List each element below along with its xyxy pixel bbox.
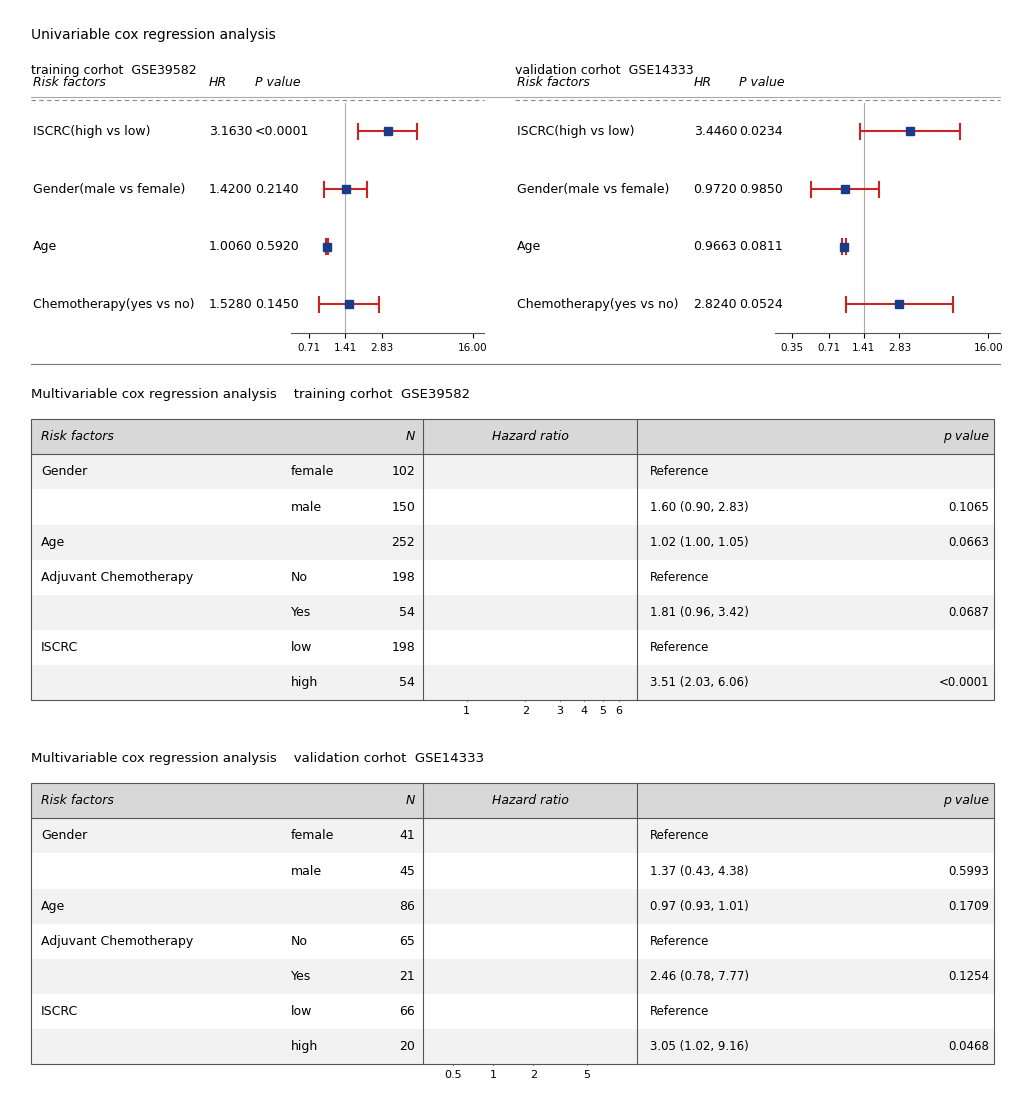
Text: Univariable cox regression analysis: Univariable cox regression analysis (31, 28, 275, 42)
Text: Chemotherapy(yes vs no): Chemotherapy(yes vs no) (517, 298, 678, 311)
Text: Reference: Reference (649, 829, 708, 843)
Text: ISCRC(high vs low): ISCRC(high vs low) (517, 125, 634, 138)
Text: 3.1630: 3.1630 (209, 125, 253, 138)
Text: 0.1065: 0.1065 (948, 501, 988, 514)
Text: 45: 45 (398, 865, 415, 878)
Text: 0.1709: 0.1709 (948, 900, 988, 912)
Text: Yes: Yes (290, 970, 311, 983)
Text: Yes: Yes (290, 606, 311, 619)
Text: Gender(male vs female): Gender(male vs female) (517, 182, 668, 195)
Text: <0.0001: <0.0001 (937, 676, 988, 689)
Text: 0.0663: 0.0663 (948, 536, 988, 548)
Text: 198: 198 (391, 641, 415, 654)
Text: 1.5280: 1.5280 (209, 298, 253, 311)
Text: Risk factors: Risk factors (517, 76, 589, 89)
Text: 86: 86 (398, 900, 415, 912)
Text: 0.9720: 0.9720 (693, 182, 737, 195)
Text: Age: Age (41, 536, 65, 548)
Text: ISCRC: ISCRC (41, 1005, 78, 1018)
Text: Gender(male vs female): Gender(male vs female) (33, 182, 184, 195)
Text: 0.2140: 0.2140 (255, 182, 299, 195)
Text: HR: HR (209, 76, 227, 89)
Text: 54: 54 (398, 606, 415, 619)
Text: 20: 20 (398, 1040, 415, 1053)
Text: 0.9663: 0.9663 (693, 240, 737, 254)
Text: Gender: Gender (41, 829, 87, 843)
Text: P value: P value (255, 76, 301, 89)
Text: 54: 54 (398, 676, 415, 689)
Text: 0.0687: 0.0687 (948, 606, 988, 619)
Text: N: N (406, 794, 415, 807)
Text: 2.8240: 2.8240 (693, 298, 737, 311)
Text: training corhot  GSE39582: training corhot GSE39582 (31, 64, 196, 77)
Text: male: male (290, 865, 322, 878)
Text: 2.46 (0.78, 7.77): 2.46 (0.78, 7.77) (649, 970, 748, 983)
Text: male: male (290, 501, 322, 514)
Text: 150: 150 (391, 501, 415, 514)
Text: high: high (290, 1040, 318, 1053)
Text: 252: 252 (391, 536, 415, 548)
Text: Gender: Gender (41, 465, 87, 479)
Text: Adjuvant Chemotherapy: Adjuvant Chemotherapy (41, 571, 193, 583)
Text: 0.97 (0.93, 1.01): 0.97 (0.93, 1.01) (649, 900, 748, 912)
Text: <0.0001: <0.0001 (255, 125, 309, 138)
Text: Reference: Reference (649, 571, 708, 583)
Text: 1.02 (1.00, 1.05): 1.02 (1.00, 1.05) (649, 536, 748, 548)
Text: 0.0234: 0.0234 (739, 125, 783, 138)
Text: female: female (290, 465, 334, 479)
Text: 66: 66 (399, 1005, 415, 1018)
Text: p value: p value (943, 794, 988, 807)
Text: 1.0060: 1.0060 (209, 240, 253, 254)
Text: No: No (290, 571, 308, 583)
Text: Chemotherapy(yes vs no): Chemotherapy(yes vs no) (33, 298, 194, 311)
Text: Hazard ratio: Hazard ratio (491, 794, 569, 807)
Text: Multivariable cox regression analysis    training corhot  GSE39582: Multivariable cox regression analysis tr… (31, 388, 470, 401)
Text: 21: 21 (399, 970, 415, 983)
Text: Age: Age (517, 240, 541, 254)
Text: 0.9850: 0.9850 (739, 182, 783, 195)
Text: 0.5993: 0.5993 (948, 865, 988, 878)
Text: Age: Age (41, 900, 65, 912)
Text: high: high (290, 676, 318, 689)
Text: 1.81 (0.96, 3.42): 1.81 (0.96, 3.42) (649, 606, 748, 619)
Text: ISCRC(high vs low): ISCRC(high vs low) (33, 125, 150, 138)
Text: No: No (290, 935, 308, 947)
Text: 65: 65 (398, 935, 415, 947)
Text: N: N (406, 430, 415, 443)
Text: low: low (290, 641, 312, 654)
Text: Risk factors: Risk factors (41, 430, 113, 443)
Text: 0.5920: 0.5920 (255, 240, 299, 254)
Text: Reference: Reference (649, 1005, 708, 1018)
Text: Multivariable cox regression analysis    validation corhot  GSE14333: Multivariable cox regression analysis va… (31, 752, 483, 765)
Text: Age: Age (33, 240, 57, 254)
Text: 102: 102 (391, 465, 415, 479)
Text: 3.05 (1.02, 9.16): 3.05 (1.02, 9.16) (649, 1040, 748, 1053)
Text: Reference: Reference (649, 935, 708, 947)
Text: 0.0468: 0.0468 (948, 1040, 988, 1053)
Text: p value: p value (943, 430, 988, 443)
Text: 0.1254: 0.1254 (948, 970, 988, 983)
Text: 3.4460: 3.4460 (693, 125, 737, 138)
Text: Risk factors: Risk factors (33, 76, 105, 89)
Text: low: low (290, 1005, 312, 1018)
Text: Reference: Reference (649, 465, 708, 479)
Text: ISCRC: ISCRC (41, 641, 78, 654)
Text: 198: 198 (391, 571, 415, 583)
Text: HR: HR (693, 76, 711, 89)
Text: Reference: Reference (649, 641, 708, 654)
Text: Hazard ratio: Hazard ratio (491, 430, 569, 443)
Text: 1.37 (0.43, 4.38): 1.37 (0.43, 4.38) (649, 865, 748, 878)
Text: P value: P value (739, 76, 785, 89)
Text: female: female (290, 829, 334, 843)
Text: 0.1450: 0.1450 (255, 298, 299, 311)
Text: 3.51 (2.03, 6.06): 3.51 (2.03, 6.06) (649, 676, 748, 689)
Text: 0.0811: 0.0811 (739, 240, 783, 254)
Text: Adjuvant Chemotherapy: Adjuvant Chemotherapy (41, 935, 193, 947)
Text: 0.0524: 0.0524 (739, 298, 783, 311)
Text: Risk factors: Risk factors (41, 794, 113, 807)
Text: validation corhot  GSE14333: validation corhot GSE14333 (515, 64, 693, 77)
Text: 41: 41 (399, 829, 415, 843)
Text: 1.4200: 1.4200 (209, 182, 253, 195)
Text: 1.60 (0.90, 2.83): 1.60 (0.90, 2.83) (649, 501, 748, 514)
